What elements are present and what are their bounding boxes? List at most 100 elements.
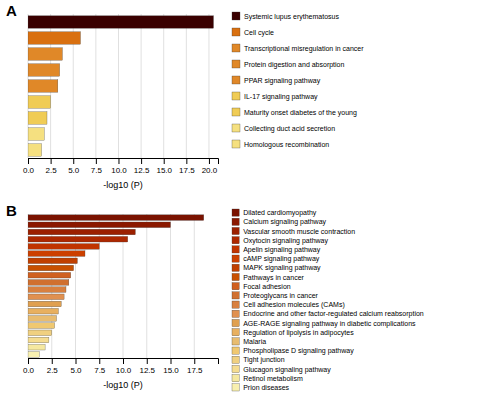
legend-swatch bbox=[232, 12, 240, 20]
grid-line bbox=[118, 14, 119, 158]
tick-label: 15.0 bbox=[156, 166, 172, 175]
legend-label: Regulation of lipolysis in adipocytes bbox=[243, 329, 354, 337]
grid-line bbox=[163, 14, 164, 158]
bars bbox=[28, 215, 204, 357]
legend-swatch bbox=[232, 301, 239, 308]
tick-label: 7.5 bbox=[91, 166, 103, 175]
legend-swatch bbox=[232, 292, 239, 299]
legend-label: AGE-RAGE signaling pathway in diabetic c… bbox=[243, 320, 416, 328]
bar bbox=[28, 265, 74, 271]
legend-label: PPAR signaling pathway bbox=[244, 77, 321, 85]
legend-swatch bbox=[232, 44, 240, 52]
grid-line bbox=[194, 214, 195, 358]
bar bbox=[28, 144, 42, 156]
legend-label: Phospholipase D signaling pathway bbox=[243, 347, 354, 355]
tick-mark bbox=[194, 358, 195, 364]
legend-label: Homologous recombination bbox=[244, 141, 329, 149]
bar bbox=[28, 272, 71, 278]
bar bbox=[28, 280, 69, 286]
legend-label: Proteoglycans in cancer bbox=[243, 292, 318, 300]
tick: 10.0 bbox=[111, 158, 127, 175]
bar bbox=[28, 96, 51, 108]
tick: 17.5 bbox=[179, 158, 195, 175]
legend-swatch bbox=[232, 310, 239, 317]
tick-mark bbox=[141, 158, 142, 164]
bar bbox=[28, 229, 135, 235]
legend-label: Vascular smooth muscle contraction bbox=[243, 228, 355, 235]
grid bbox=[28, 214, 194, 358]
bar bbox=[28, 32, 80, 44]
figure: A0.02.55.07.510.012.515.017.520.0-log10 … bbox=[0, 0, 500, 400]
grid-line bbox=[208, 14, 209, 158]
x-axis: 0.02.55.07.510.012.515.017.520.0 bbox=[23, 158, 219, 175]
title: A bbox=[6, 2, 17, 19]
legend-swatch bbox=[232, 76, 240, 84]
legend-label: Transcriptional misregulation in cancer bbox=[244, 45, 364, 53]
legend-label: Pathways in cancer bbox=[243, 274, 304, 282]
tick-label: 20.0 bbox=[202, 166, 218, 175]
grid-line bbox=[123, 214, 124, 358]
tick: 15.0 bbox=[156, 158, 172, 175]
legend-label: Oxytocin signaling pathway bbox=[243, 237, 328, 245]
legend-label: Endocrine and other factor-regulated cal… bbox=[243, 310, 424, 318]
legend-label: Tight junction bbox=[243, 356, 284, 364]
legend-label: Collecting duct acid secretion bbox=[244, 125, 335, 133]
legend-swatch bbox=[232, 140, 240, 148]
tick-mark bbox=[164, 158, 165, 164]
legend-label: cAMP signaling pathway bbox=[243, 255, 320, 263]
grid-line bbox=[95, 14, 96, 158]
legend-swatch bbox=[232, 347, 239, 354]
tick: 10.0 bbox=[116, 358, 132, 375]
bar bbox=[28, 215, 204, 221]
tick-label: 17.5 bbox=[179, 166, 195, 175]
legend-swatch bbox=[232, 108, 240, 116]
bar bbox=[28, 64, 60, 76]
tick-label: 15.0 bbox=[163, 366, 179, 375]
legend-label: Retinol metabolism bbox=[243, 375, 303, 382]
legend-label: Prion diseases bbox=[243, 384, 289, 391]
panel: A0.02.55.07.510.012.515.017.520.0-log10 … bbox=[6, 2, 364, 190]
tick: 2.5 bbox=[47, 358, 59, 375]
tick-label: 17.5 bbox=[187, 366, 203, 375]
grid-line bbox=[170, 214, 171, 358]
grid-line bbox=[186, 14, 187, 158]
tick-mark bbox=[147, 358, 148, 364]
bar bbox=[28, 112, 47, 124]
tick-mark bbox=[209, 158, 210, 164]
tick-mark bbox=[76, 358, 77, 364]
tick-mark bbox=[73, 158, 74, 164]
title: B bbox=[6, 202, 17, 219]
legend-label: Apelin signaling pathway bbox=[243, 246, 321, 254]
tick-mark bbox=[28, 358, 29, 364]
legend: Systemic lupus erythematosusCell cycleTr… bbox=[232, 12, 364, 149]
tick-mark bbox=[123, 358, 124, 364]
legend-label: Maturity onset diabetes of the young bbox=[244, 109, 357, 117]
tick-label: 2.5 bbox=[46, 166, 58, 175]
legend-swatch bbox=[232, 92, 240, 100]
legend-label: Protein digestion and absorption bbox=[244, 61, 345, 69]
legend-swatch bbox=[232, 319, 239, 326]
tick-label: 12.5 bbox=[134, 166, 150, 175]
legend-swatch bbox=[232, 60, 240, 68]
bar bbox=[28, 330, 52, 336]
legend-swatch bbox=[232, 246, 239, 253]
bar bbox=[28, 301, 61, 307]
panel: B0.02.55.07.510.012.515.017.5-log10 (P)D… bbox=[6, 202, 424, 391]
bar bbox=[28, 294, 64, 300]
grid-line bbox=[75, 214, 76, 358]
tick-label: 12.5 bbox=[139, 366, 155, 375]
bar bbox=[28, 287, 66, 293]
bar bbox=[28, 323, 55, 329]
bar bbox=[28, 251, 85, 257]
legend-swatch bbox=[232, 384, 239, 391]
legend-swatch bbox=[232, 255, 239, 262]
tick-label: 0.0 bbox=[23, 166, 35, 175]
tick-mark bbox=[52, 358, 53, 364]
legend-swatch bbox=[232, 338, 239, 345]
bar bbox=[28, 258, 77, 264]
bar bbox=[28, 236, 128, 242]
tick-label: 10.0 bbox=[111, 166, 127, 175]
tick: 0.0 bbox=[23, 158, 35, 175]
tick-label: 5.0 bbox=[70, 366, 82, 375]
tick-mark bbox=[28, 158, 29, 164]
